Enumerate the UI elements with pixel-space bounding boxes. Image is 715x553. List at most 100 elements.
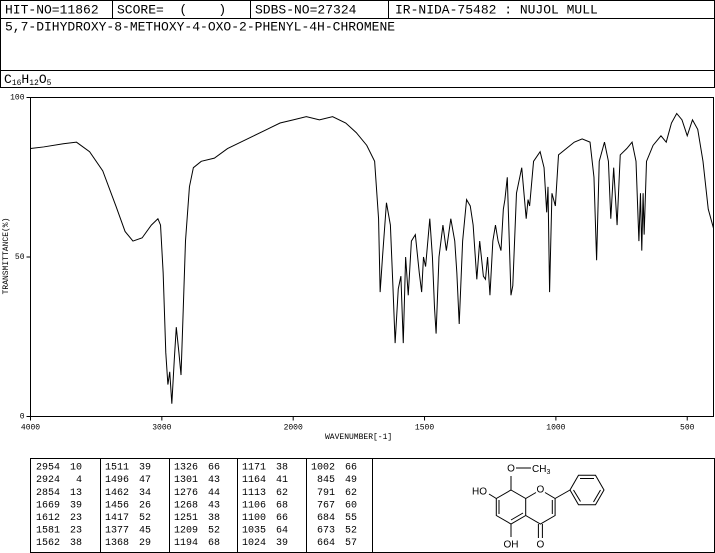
peak-wavenumber: 2954	[36, 463, 60, 474]
x-tick-label: 2000	[284, 424, 303, 433]
peak-transmittance: 4	[76, 475, 82, 486]
peak-wavenumber: 1194	[174, 538, 198, 549]
peak-wavenumber: 1377	[105, 526, 129, 537]
peak-transmittance: 57	[345, 538, 357, 549]
peak-wavenumber: 1301	[174, 475, 198, 486]
peak-wavenumber: 1417	[105, 513, 129, 524]
peak-wavenumber: 1113	[242, 488, 266, 499]
peak-transmittance: 41	[276, 475, 288, 486]
peak-transmittance: 47	[139, 475, 151, 486]
peak-transmittance: 66	[208, 463, 220, 474]
phenyl	[569, 474, 605, 506]
peak-transmittance: 45	[139, 526, 151, 537]
ring-a	[495, 489, 527, 525]
peak-transmittance: 52	[208, 526, 220, 537]
peak-transmittance: 66	[345, 463, 357, 474]
spectrum	[30, 112, 714, 404]
atom-label-part: 3	[546, 469, 550, 476]
peak-transmittance: 68	[208, 538, 220, 549]
peak-transmittance: 38	[276, 463, 288, 474]
hit-no: HIT-NO=11862	[5, 2, 99, 17]
ir-id: IR-NIDA-75482 : NUJOL MULL	[395, 2, 598, 17]
peak-wavenumber: 1002	[311, 463, 335, 474]
peak-wavenumber: 791	[317, 488, 335, 499]
peak-transmittance: 38	[70, 538, 82, 549]
peak-transmittance: 39	[276, 538, 288, 549]
formula: C16H12O5	[4, 72, 52, 88]
peak-transmittance: 43	[208, 500, 220, 511]
peak-wavenumber: 1106	[242, 500, 266, 511]
peak-wavenumber: 1612	[36, 513, 60, 524]
ring-a-double	[498, 500, 524, 521]
peak-transmittance: 44	[208, 488, 220, 499]
formula-part: 5	[47, 79, 52, 88]
formula-part: 12	[29, 79, 39, 88]
ho-bond	[488, 493, 497, 499]
compound-name: 5,7-DIHYDROXY-8-METHOXY-4-OXO-2-PHENYL-4…	[5, 19, 395, 34]
peak-transmittance: 66	[276, 513, 288, 524]
peak-wavenumber: 2924	[36, 475, 60, 486]
atom-label-part: CH	[532, 464, 546, 475]
peak-transmittance: 34	[139, 488, 151, 499]
peak-transmittance: 39	[139, 463, 151, 474]
peak-transmittance: 64	[276, 526, 288, 537]
x-tick-label: 1000	[546, 424, 565, 433]
peak-transmittance: 43	[208, 475, 220, 486]
peak-transmittance: 13	[70, 488, 82, 499]
peak-transmittance: 62	[276, 488, 288, 499]
atom-label: O	[537, 485, 545, 496]
ring-c	[525, 492, 556, 525]
peak-wavenumber: 1164	[242, 475, 266, 486]
peak-transmittance: 55	[345, 513, 357, 524]
peak-wavenumber: 767	[317, 500, 335, 511]
peak-transmittance: 62	[345, 488, 357, 499]
peak-wavenumber: 1496	[105, 475, 129, 486]
peak-wavenumber: 1100	[242, 513, 266, 524]
peak-wavenumber: 1171	[242, 463, 266, 474]
formula-part: O	[39, 72, 47, 87]
peak-wavenumber: 1035	[242, 526, 266, 537]
atom-label: OH	[504, 540, 519, 551]
peak-wavenumber: 1669	[36, 500, 60, 511]
peak-wavenumber: 1326	[174, 463, 198, 474]
peak-wavenumber: 1276	[174, 488, 198, 499]
x-tick-label: 3000	[152, 424, 171, 433]
phenyl-double	[573, 478, 601, 503]
peak-wavenumber: 684	[317, 513, 335, 524]
header-frame	[0, 0, 715, 88]
peak-wavenumber: 1456	[105, 500, 129, 511]
score: SCORE= ( )	[117, 2, 226, 17]
x-tick-label: 1500	[415, 424, 434, 433]
plot-frame	[30, 97, 714, 417]
peak-wavenumber: 1511	[105, 463, 129, 474]
x-tick-label: 4000	[21, 424, 40, 433]
peak-transmittance: 29	[139, 538, 151, 549]
y-axis-label: TRANSMITTANCE(%)	[2, 218, 11, 295]
peak-wavenumber: 2854	[36, 488, 60, 499]
methoxy-bond	[510, 467, 531, 490]
peak-wavenumber: 1581	[36, 526, 60, 537]
peak-wavenumber: 845	[317, 475, 335, 486]
peak-transmittance: 23	[70, 526, 82, 537]
peak-wavenumber: 1024	[242, 538, 266, 549]
peak-transmittance: 26	[139, 500, 151, 511]
atom-label: HO	[472, 487, 487, 498]
peak-transmittance: 38	[208, 513, 220, 524]
phenyl-bond	[554, 489, 571, 499]
atom-label: O	[537, 540, 545, 551]
peak-wavenumber: 1251	[174, 513, 198, 524]
peak-transmittance: 49	[345, 475, 357, 486]
x-axis-label: WAVENUMBER[-1]	[325, 433, 392, 442]
atom-label: CH3	[532, 464, 550, 476]
peak-wavenumber: 1562	[36, 538, 60, 549]
x-tick-label: 500	[680, 424, 695, 433]
peak-transmittance: 10	[70, 463, 82, 474]
y-tick-label: 50	[15, 253, 25, 262]
peak-transmittance: 23	[70, 513, 82, 524]
formula-part: C	[4, 72, 12, 87]
peak-table: 2954 10 2924 4 2854 13 1669 39 1612 23 1581 23 1562 3…	[36, 458, 357, 553]
peak-wavenumber: 1209	[174, 526, 198, 537]
sdbs-no: SDBS-NO=27324	[255, 2, 357, 17]
